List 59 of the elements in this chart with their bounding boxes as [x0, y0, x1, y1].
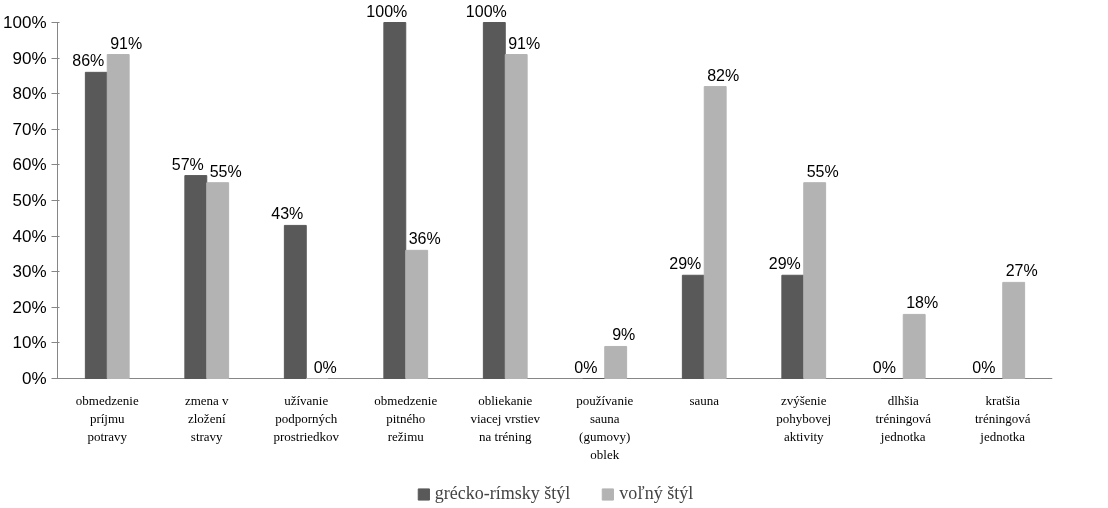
x-tick-label: dlhšia tréningová jednotka: [875, 392, 932, 444]
data-label: 55%: [806, 162, 839, 180]
data-label: 57%: [171, 155, 204, 173]
bar: [184, 175, 208, 379]
data-label: 0%: [972, 358, 996, 376]
bar: [803, 182, 827, 379]
x-tick-label: obmedzenie pitného režimu: [374, 392, 438, 444]
bar: [1002, 281, 1026, 379]
bar: [604, 345, 628, 379]
bar: [504, 54, 528, 379]
data-label: 43%: [271, 205, 304, 223]
x-tick-label: zvýšenie pohybovej aktivity: [776, 392, 832, 444]
data-label: 100%: [366, 2, 408, 20]
y-tick-label: 40%: [12, 226, 47, 246]
bar: [84, 71, 108, 379]
data-label: 82%: [707, 66, 740, 84]
data-label: 18%: [906, 294, 939, 312]
y-tick-label: 0%: [21, 369, 47, 388]
data-label: 86%: [72, 52, 105, 70]
data-label: 91%: [110, 34, 143, 52]
y-tick-label: 80%: [12, 84, 47, 104]
y-tick-label: 30%: [12, 262, 47, 282]
data-label: 36%: [408, 230, 441, 248]
y-tick-label: 70%: [12, 119, 47, 139]
y-tick-label: 100%: [3, 13, 47, 32]
x-tick-label: kratšia tréningová jednotka: [974, 392, 1031, 444]
data-label: 29%: [768, 255, 801, 273]
bar: [383, 22, 407, 379]
data-label: 9%: [612, 326, 636, 344]
legend-label: grécko-rímsky štýl: [434, 483, 571, 504]
bar: [781, 274, 805, 379]
x-tick-label: obliekanie viacej vrstiev na tréning: [470, 392, 541, 444]
legend-label: voľný štýl: [619, 483, 694, 504]
y-tick-label: 90%: [12, 48, 47, 68]
data-label: 0%: [574, 358, 598, 376]
y-tick-label: 20%: [12, 297, 47, 317]
data-label: 100%: [465, 2, 507, 20]
x-tick-label: používanie sauna (gumovy) oblek: [576, 392, 634, 462]
y-tick-label: 60%: [12, 155, 47, 175]
data-label: 91%: [508, 34, 541, 52]
x-tick-label: zmena v zložení stravy: [184, 392, 230, 444]
data-label: 27%: [1005, 262, 1038, 280]
x-tick-label: sauna: [689, 392, 720, 408]
y-tick-label: 10%: [12, 333, 47, 353]
data-label: 0%: [313, 358, 337, 376]
bar: [482, 22, 506, 379]
bar: [703, 86, 727, 379]
x-tick-label: obmedzenie príjmu potravy: [75, 392, 139, 444]
bar: [681, 274, 705, 379]
bar: [283, 224, 307, 379]
bar: [405, 249, 429, 379]
y-tick-label: 50%: [12, 191, 47, 210]
data-label: 0%: [872, 358, 896, 376]
bar: [206, 182, 230, 379]
bar: [106, 54, 130, 379]
x-tick-label: užívanie podporných prostriedkov: [273, 392, 340, 444]
data-label: 55%: [209, 162, 242, 180]
bar: [902, 313, 926, 379]
data-label: 29%: [669, 255, 702, 273]
